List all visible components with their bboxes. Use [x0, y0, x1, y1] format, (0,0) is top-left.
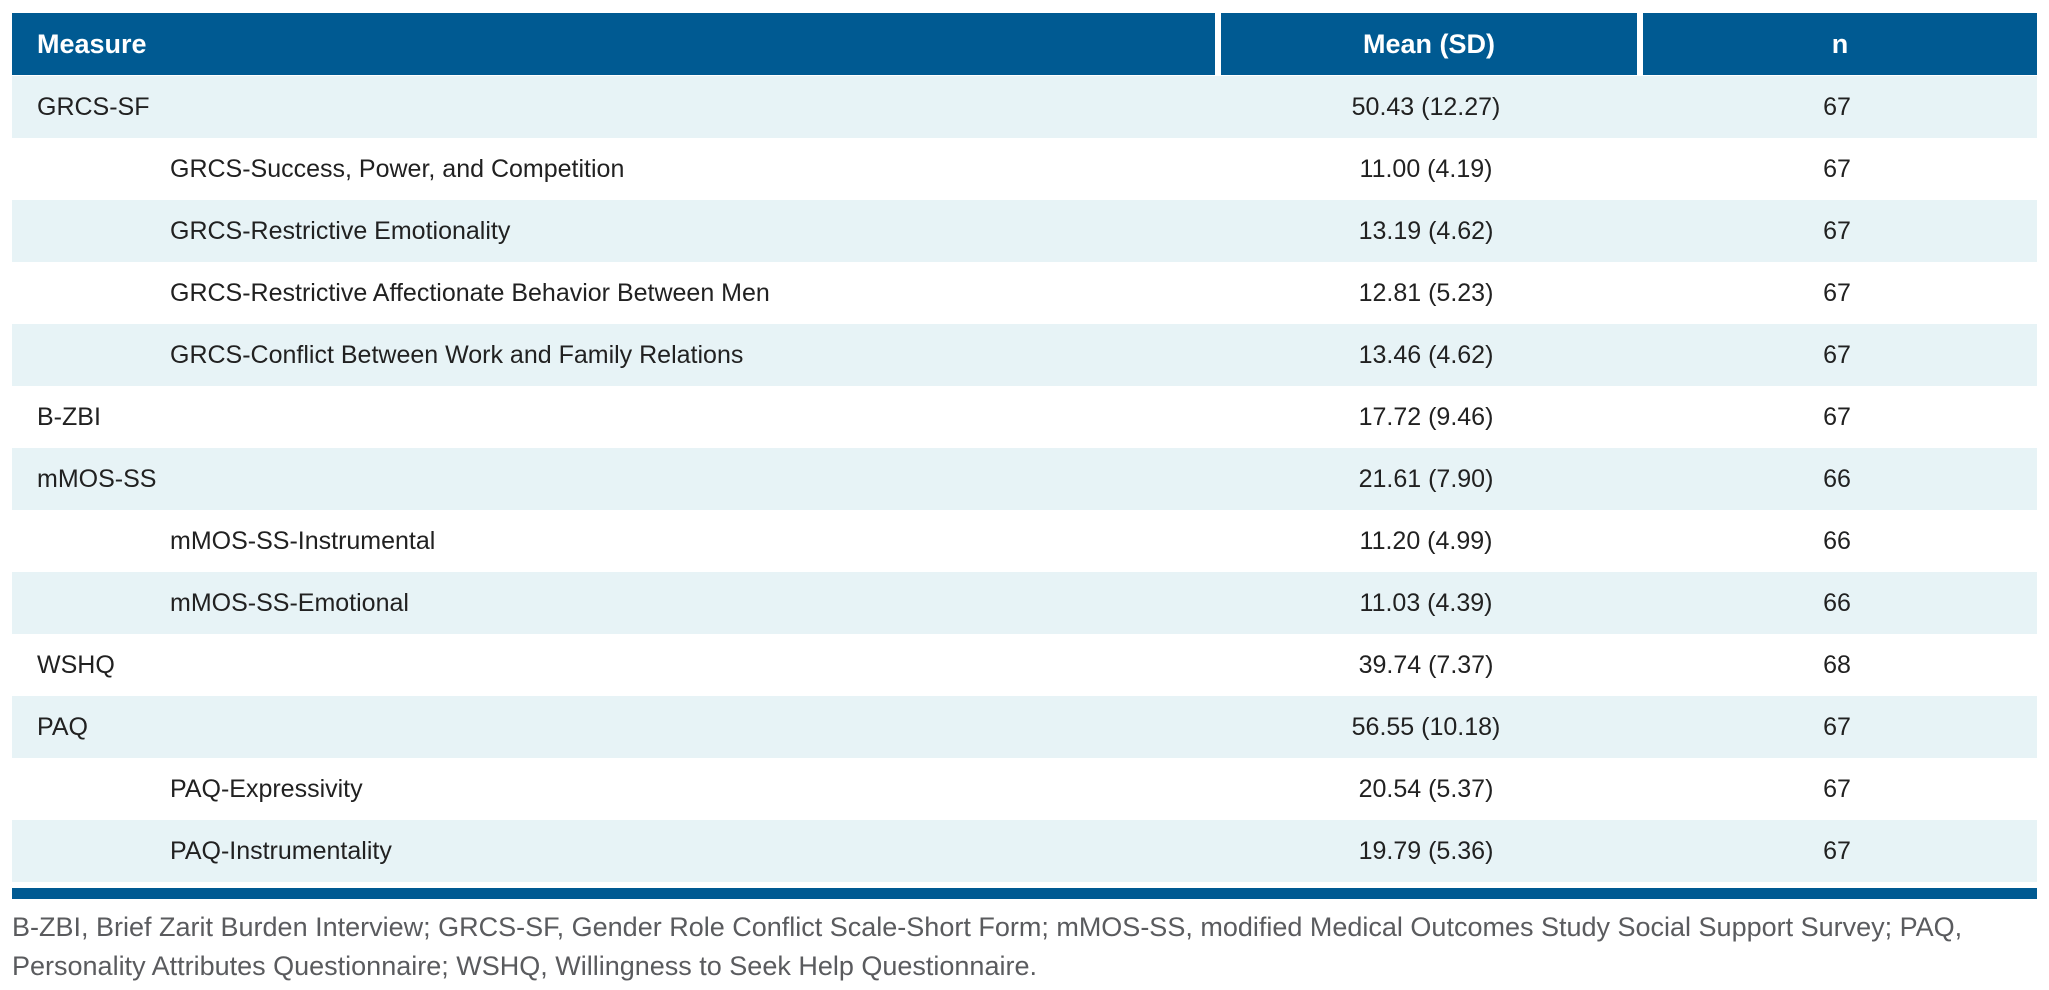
column-header-measure: Measure [37, 28, 147, 59]
column-header-n: n [1637, 13, 2037, 75]
table-row: B-ZBI 17.72 (9.46) 67 [12, 386, 2037, 448]
measures-summary-table-figure: Measure Mean (SD) n GRCS-SF 50.43 (12.27)… [12, 13, 2037, 986]
table-footnote: B-ZBI, Brief Zarit Burden Interview; GRC… [12, 912, 1963, 981]
mean-sd-cell: 50.43 (12.27) [1351, 92, 1501, 121]
n-cell: 66 [1823, 464, 1851, 493]
n-cell: 66 [1823, 526, 1851, 555]
table-row: PAQ 56.55 (10.18) 67 [12, 696, 2037, 758]
measure-cell: mMOS-SS-Instrumental [170, 526, 436, 555]
mean-sd-cell: 12.81 (5.23) [1358, 278, 1494, 307]
measure-cell: GRCS-Restrictive Affectionate Behavior B… [170, 278, 770, 307]
n-cell: 67 [1823, 92, 1851, 121]
table-row: mMOS-SS-Emotional 11.03 (4.39) 66 [12, 572, 2037, 634]
column-header-mean-sd: Mean (SD) [1215, 13, 1637, 75]
table-body: GRCS-SF 50.43 (12.27) 67 GRCS-Success, Powe… [12, 76, 2037, 882]
measure-cell: mMOS-SS-Emotional [170, 588, 409, 617]
mean-sd-cell: 20.54 (5.37) [1358, 774, 1494, 803]
n-cell: 67 [1823, 154, 1851, 183]
n-cell: 67 [1823, 216, 1851, 245]
table-row: GRCS-Restrictive Emotionality 13.19 (4.62… [12, 200, 2037, 262]
table-row: PAQ-Instrumentality 19.79 (5.36) 67 [12, 820, 2037, 882]
n-cell: 67 [1823, 836, 1851, 865]
n-cell: 68 [1823, 650, 1851, 679]
mean-sd-cell: 13.46 (4.62) [1358, 340, 1494, 369]
mean-sd-cell: 19.79 (5.36) [1358, 836, 1494, 865]
mean-sd-cell: 11.20 (4.99) [1359, 526, 1493, 555]
table-row: mMOS-SS-Instrumental 11.20 (4.99) 66 [12, 510, 2037, 572]
table-bottom-rule [12, 888, 2037, 899]
measure-cell: GRCS-Conflict Between Work and Family Re… [170, 340, 744, 369]
measure-cell: B-ZBI [37, 402, 101, 431]
measure-cell: WSHQ [37, 650, 115, 679]
measure-cell: mMOS-SS [37, 464, 157, 493]
n-cell: 67 [1823, 402, 1851, 431]
n-cell: 67 [1823, 340, 1851, 369]
table-row: GRCS-SF 50.43 (12.27) 67 [12, 76, 2037, 138]
measure-cell: PAQ [37, 712, 88, 741]
n-cell: 66 [1823, 588, 1851, 617]
mean-sd-cell: 21.61 (7.90) [1358, 464, 1494, 493]
n-cell: 67 [1823, 774, 1851, 803]
table-header-row: Measure Mean (SD) n [12, 13, 2037, 76]
table-row: GRCS-Conflict Between Work and Family Re… [12, 324, 2037, 386]
n-cell: 67 [1823, 278, 1851, 307]
mean-sd-cell: 56.55 (10.18) [1351, 712, 1501, 741]
measure-cell: PAQ-Expressivity [170, 774, 363, 803]
table-row: GRCS-Restrictive Affectionate Behavior B… [12, 262, 2037, 324]
table-row: PAQ-Expressivity 20.54 (5.37) 67 [12, 758, 2037, 820]
mean-sd-cell: 11.03 (4.39) [1359, 588, 1493, 617]
measure-cell: GRCS-Restrictive Emotionality [170, 216, 511, 245]
mean-sd-cell: 17.72 (9.46) [1358, 402, 1494, 431]
measure-cell: GRCS-SF [37, 92, 150, 121]
measure-cell: GRCS-Success, Power, and Competition [170, 154, 625, 183]
mean-sd-cell: 39.74 (7.37) [1358, 650, 1494, 679]
table-row: mMOS-SS 21.61 (7.90) 66 [12, 448, 2037, 510]
table-row: WSHQ 39.74 (7.37) 68 [12, 634, 2037, 696]
table-row: GRCS-Success, Power, and Competition 11.0… [12, 138, 2037, 200]
mean-sd-cell: 13.19 (4.62) [1358, 216, 1494, 245]
n-cell: 67 [1823, 712, 1851, 741]
mean-sd-cell: 11.00 (4.19) [1359, 154, 1493, 183]
measure-cell: PAQ-Instrumentality [170, 836, 392, 865]
